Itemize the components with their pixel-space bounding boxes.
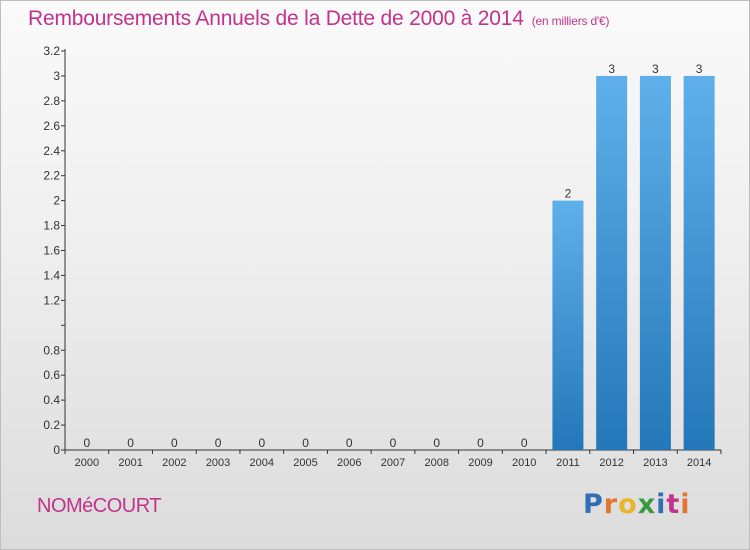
logo-letter: x bbox=[637, 489, 657, 520]
bar bbox=[639, 75, 671, 450]
logo-letter: P bbox=[583, 489, 604, 520]
x-tick-label: 2000 bbox=[75, 457, 99, 469]
y-tick-label: 0.4 bbox=[43, 393, 60, 407]
proxiti-logo: Proxiti bbox=[583, 489, 691, 520]
y-tick-label: 2.6 bbox=[43, 119, 60, 133]
x-tick-label: 2002 bbox=[162, 457, 186, 469]
x-tick-label: 2009 bbox=[468, 457, 492, 469]
y-tick-label: 1.2 bbox=[43, 293, 60, 307]
chart-subtitle: (en milliers d'€) bbox=[531, 14, 610, 28]
data-label: 0 bbox=[258, 436, 265, 450]
y-tick-label: 1.8 bbox=[43, 219, 60, 233]
data-label: 0 bbox=[302, 436, 309, 450]
x-tick-label: 2011 bbox=[556, 457, 580, 469]
commune-name: NOMéCOURT bbox=[37, 495, 162, 517]
x-tick-label: 2014 bbox=[687, 457, 711, 469]
bar bbox=[552, 200, 584, 450]
chart-title: Remboursements Annuels de la Dette de 20… bbox=[28, 7, 609, 31]
data-label: 0 bbox=[346, 436, 353, 450]
x-tick-label: 2001 bbox=[118, 457, 142, 469]
y-tick-label: 2.2 bbox=[43, 169, 60, 183]
data-label: 0 bbox=[171, 436, 178, 450]
logo-letter: i bbox=[656, 489, 667, 520]
data-label: 0 bbox=[521, 436, 528, 450]
y-tick-label: 3 bbox=[53, 69, 60, 83]
y-tick-label: 1.6 bbox=[43, 244, 60, 258]
x-tick-label: 2007 bbox=[381, 457, 405, 469]
data-label: 3 bbox=[696, 62, 703, 76]
logo-letter: r bbox=[603, 489, 619, 520]
x-tick-label: 2013 bbox=[643, 457, 667, 469]
x-tick-label: 2003 bbox=[206, 457, 230, 469]
x-tick-label: 2005 bbox=[293, 457, 317, 469]
data-label: 0 bbox=[215, 436, 222, 450]
x-tick-label: 2004 bbox=[250, 457, 274, 469]
data-label: 0 bbox=[433, 436, 440, 450]
data-label: 0 bbox=[127, 436, 134, 450]
bar bbox=[683, 75, 715, 450]
title-text: Remboursements Annuels de la Dette de 20… bbox=[28, 7, 524, 30]
y-tick-label: 1.4 bbox=[43, 268, 60, 282]
x-tick-label: 2006 bbox=[337, 457, 361, 469]
data-label: 3 bbox=[608, 62, 615, 76]
x-tick-label: 2008 bbox=[424, 457, 448, 469]
y-tick-label: 0.6 bbox=[43, 368, 60, 382]
data-label: 0 bbox=[84, 436, 91, 450]
logo-letter: i bbox=[680, 489, 691, 520]
y-tick-label: 2 bbox=[53, 194, 60, 208]
y-tick-label: 2.4 bbox=[43, 144, 60, 158]
y-tick-label: 0 bbox=[53, 443, 60, 457]
data-label: 3 bbox=[652, 62, 659, 76]
data-label: 0 bbox=[477, 436, 484, 450]
logo-letter: t bbox=[666, 489, 681, 520]
bar bbox=[596, 75, 628, 450]
x-tick-label: 2012 bbox=[599, 457, 623, 469]
y-tick-label: 2.8 bbox=[43, 94, 60, 108]
y-tick-label: 0.2 bbox=[43, 418, 60, 432]
y-tick-label: 3.2 bbox=[43, 44, 60, 58]
data-label: 2 bbox=[565, 187, 572, 201]
y-tick-label: 0.8 bbox=[43, 343, 60, 357]
logo-letter: o bbox=[618, 489, 638, 520]
data-label: 0 bbox=[390, 436, 397, 450]
x-tick-label: 2010 bbox=[512, 457, 536, 469]
